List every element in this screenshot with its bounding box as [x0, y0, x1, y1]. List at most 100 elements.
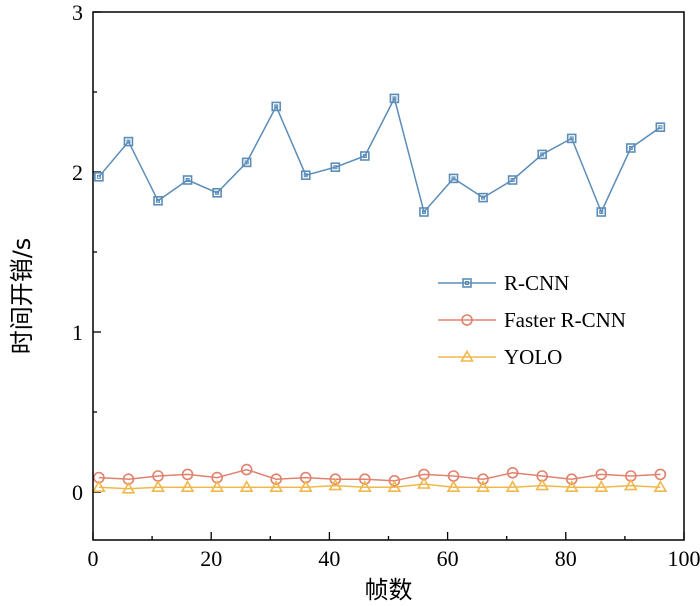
- data-point-yolo: [594, 480, 609, 493]
- data-point-faster-r-cnn: [388, 474, 401, 487]
- data-point-r-cnn-inner: [481, 195, 486, 200]
- data-point-r-cnn-inner: [156, 198, 161, 203]
- x-tick-label: 60: [437, 546, 459, 571]
- data-point-yolo: [298, 480, 313, 493]
- series-yolo: [92, 476, 668, 494]
- data-point-faster-r-cnn: [595, 468, 608, 481]
- y-axis-title: 时间开销/s: [8, 238, 36, 355]
- legend-label-r-cnn: R-CNN: [504, 271, 569, 295]
- data-point-r-cnn-inner: [215, 190, 220, 195]
- y-tick-label: 2: [72, 160, 83, 185]
- y-tick-label: 0: [72, 480, 83, 505]
- series-r-cnn: [94, 93, 666, 217]
- data-point-r-cnn-inner: [185, 178, 190, 182]
- data-point-r-cnn: [123, 136, 134, 147]
- legend-marker-r-cnn: [462, 278, 472, 288]
- data-point-r-cnn-inner: [362, 154, 367, 158]
- data-point-r-cnn-inner: [274, 104, 279, 109]
- data-point-yolo: [476, 480, 490, 493]
- data-point-r-cnn-inner: [303, 173, 308, 178]
- data-point-yolo: [180, 480, 195, 493]
- data-point-yolo: [328, 478, 343, 491]
- series-faster-r-cnn: [93, 463, 667, 487]
- legend: R-CNN Faster R-CNN YOLO: [438, 271, 626, 369]
- data-point-r-cnn: [241, 157, 252, 168]
- data-point-yolo: [653, 480, 668, 493]
- data-point-r-cnn: [182, 175, 193, 185]
- data-point-faster-r-cnn: [477, 473, 489, 486]
- data-point-r-cnn: [596, 207, 607, 217]
- data-point-r-cnn: [94, 172, 104, 182]
- data-point-r-cnn-inner: [96, 174, 101, 179]
- data-point-faster-r-cnn: [654, 468, 667, 481]
- data-point-r-cnn: [566, 133, 577, 144]
- data-point-r-cnn: [360, 151, 370, 161]
- legend-marker-r-cnn-inner: [465, 281, 469, 285]
- data-point-r-cnn-inner: [658, 125, 663, 130]
- data-point-faster-r-cnn: [181, 468, 194, 481]
- x-tick-label: 0: [88, 546, 99, 571]
- data-point-r-cnn-inner: [569, 136, 574, 141]
- data-point-yolo: [535, 478, 550, 491]
- data-point-yolo: [151, 480, 165, 493]
- legend-label-faster-r-cnn: Faster R-CNN: [504, 308, 626, 332]
- data-point-r-cnn: [537, 149, 547, 160]
- data-point-r-cnn: [389, 93, 400, 104]
- data-point-r-cnn: [626, 143, 636, 153]
- data-point-yolo: [564, 480, 579, 493]
- series-line-yolo: [98, 483, 661, 490]
- data-point-yolo: [505, 480, 520, 493]
- data-point-yolo: [417, 476, 431, 489]
- data-point-faster-r-cnn: [565, 473, 578, 486]
- y-tick-label: 1: [72, 320, 83, 345]
- data-point-r-cnn: [507, 175, 518, 185]
- data-point-r-cnn: [330, 162, 341, 172]
- data-point-yolo: [210, 480, 224, 493]
- data-point-faster-r-cnn: [240, 463, 253, 476]
- data-point-r-cnn-inner: [599, 210, 604, 214]
- data-point-yolo: [387, 480, 402, 493]
- legend-marker-yolo: [460, 349, 474, 362]
- data-point-yolo: [239, 480, 254, 493]
- x-axis-title: 帧数: [365, 576, 413, 604]
- data-point-r-cnn-inner: [510, 178, 515, 182]
- data-point-r-cnn-inner: [451, 176, 456, 181]
- data-point-r-cnn-inner: [392, 96, 397, 101]
- data-point-r-cnn: [212, 188, 222, 198]
- data-point-yolo: [269, 480, 284, 493]
- data-point-yolo: [357, 480, 372, 493]
- data-point-yolo: [92, 480, 106, 493]
- data-point-r-cnn: [448, 173, 459, 184]
- data-point-r-cnn: [478, 192, 488, 203]
- x-tick-label: 80: [555, 546, 577, 571]
- legend-label-yolo: YOLO: [504, 345, 562, 369]
- data-point-r-cnn-inner: [421, 210, 426, 214]
- x-tick-label: 100: [668, 546, 700, 571]
- data-point-r-cnn: [300, 170, 311, 180]
- data-point-yolo: [446, 480, 461, 493]
- data-point-yolo: [121, 481, 136, 494]
- data-point-r-cnn: [655, 122, 666, 132]
- plot-frame: [92, 11, 685, 541]
- data-point-faster-r-cnn: [506, 466, 519, 479]
- data-point-r-cnn: [419, 207, 429, 217]
- data-point-r-cnn-inner: [333, 165, 338, 170]
- data-point-r-cnn: [271, 101, 282, 112]
- data-point-faster-r-cnn: [329, 473, 342, 486]
- data-point-faster-r-cnn: [270, 473, 283, 486]
- data-point-faster-r-cnn: [359, 473, 371, 486]
- data-point-r-cnn-inner: [628, 146, 633, 150]
- ticks-layer: 0 20 40 60 80 100 0 1 2 3: [72, 0, 700, 571]
- x-tick-label: 40: [318, 546, 340, 571]
- data-point-r-cnn: [153, 196, 163, 206]
- series-line-r-cnn: [98, 96, 661, 214]
- legend-marker-faster-r-cnn: [461, 314, 473, 326]
- y-tick-label: 3: [72, 0, 83, 25]
- data-point-r-cnn-inner: [244, 160, 249, 165]
- data-point-yolo: [623, 478, 638, 491]
- series-layer: [92, 93, 668, 494]
- x-tick-label: 20: [200, 546, 222, 571]
- data-point-r-cnn-inner: [126, 139, 131, 144]
- data-point-r-cnn-inner: [540, 152, 545, 157]
